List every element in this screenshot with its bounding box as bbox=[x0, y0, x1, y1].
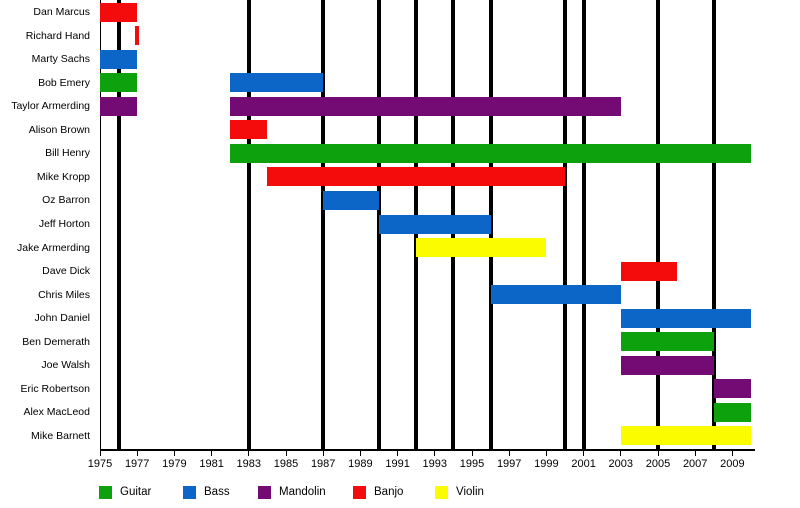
legend-label-violin: Violin bbox=[456, 486, 484, 498]
x-axis-tick-label: 1975 bbox=[87, 458, 113, 470]
x-axis-tick-label: 1979 bbox=[162, 458, 187, 470]
legend-swatch-guitar bbox=[99, 486, 112, 499]
timeline-bar-mandolin bbox=[100, 96, 138, 116]
legend-label-banjo: Banjo bbox=[374, 486, 404, 498]
member-name-label: Mike Barnett bbox=[31, 429, 90, 442]
x-axis-tick bbox=[657, 451, 659, 456]
member-name-label: Marty Sachs bbox=[31, 53, 90, 66]
timeline-bar-guitar bbox=[100, 73, 138, 93]
album-release-line bbox=[488, 0, 493, 449]
x-axis-tick-label: 1997 bbox=[496, 458, 522, 470]
member-name-label: Ben Demerath bbox=[22, 335, 90, 348]
album-release-line bbox=[246, 0, 251, 449]
x-axis-tick bbox=[211, 451, 213, 456]
member-name-label: Dave Dick bbox=[42, 265, 90, 278]
timeline-bar-bass bbox=[620, 308, 751, 328]
x-axis-tick bbox=[471, 451, 473, 456]
member-name-label: Taylor Armerding bbox=[11, 100, 90, 113]
x-axis-tick bbox=[583, 451, 585, 456]
timeline-bar-violin bbox=[620, 426, 751, 446]
x-axis-tick bbox=[248, 451, 250, 456]
member-name-label: Jake Armerding bbox=[17, 241, 90, 254]
member-name-label: Alex MacLeod bbox=[23, 406, 90, 419]
legend-swatch-bass bbox=[183, 486, 196, 499]
x-axis-tick bbox=[322, 451, 324, 456]
x-axis-tick bbox=[397, 451, 399, 456]
member-name-label: Dan Marcus bbox=[33, 6, 90, 18]
member-name-label: Eric Robertson bbox=[20, 382, 90, 395]
x-axis-tick bbox=[620, 451, 622, 456]
x-axis-tick-label: 2001 bbox=[571, 458, 596, 470]
timeline-bar-mandolin bbox=[230, 96, 621, 116]
plot-left-border bbox=[100, 0, 101, 449]
timeline-bar-banjo bbox=[230, 120, 268, 140]
album-release-line bbox=[563, 0, 567, 449]
x-axis-tick bbox=[173, 451, 175, 456]
member-name-label: Jeff Horton bbox=[38, 218, 90, 230]
x-axis-tick-label: 1991 bbox=[385, 458, 410, 470]
x-axis-tick bbox=[545, 451, 547, 456]
x-axis-tick-label: 1999 bbox=[534, 458, 559, 470]
timeline-bar-guitar bbox=[713, 402, 751, 422]
timeline-bar-bass bbox=[490, 285, 621, 305]
x-axis-tick bbox=[731, 451, 733, 456]
x-axis-line bbox=[100, 449, 755, 451]
x-axis-tick-label: 1987 bbox=[310, 458, 336, 470]
timeline-bar-bass bbox=[379, 214, 491, 234]
timeline-bar-violin bbox=[416, 238, 547, 257]
timeline-bar-banjo bbox=[267, 167, 565, 187]
member-name-label: Bill Henry bbox=[45, 147, 90, 160]
legend-swatch-mandolin bbox=[258, 486, 271, 499]
x-axis-tick-label: 1977 bbox=[124, 458, 150, 470]
timeline-bar-bass bbox=[230, 73, 324, 93]
x-axis-tick-label: 1981 bbox=[199, 458, 224, 470]
x-axis-tick-label: 2003 bbox=[608, 458, 634, 470]
album-release-line bbox=[321, 0, 326, 449]
legend-label-bass: Bass bbox=[204, 486, 230, 498]
x-axis-tick bbox=[285, 451, 287, 456]
x-axis-tick bbox=[434, 451, 436, 456]
member-name-label: John Daniel bbox=[34, 312, 90, 325]
x-axis-tick-label: 1993 bbox=[422, 458, 448, 470]
x-axis-tick-label: 1995 bbox=[459, 458, 485, 470]
x-axis-tick bbox=[359, 451, 361, 456]
legend-swatch-banjo bbox=[353, 486, 366, 499]
timeline-bar-mandolin bbox=[620, 355, 714, 375]
x-axis-tick bbox=[136, 451, 138, 456]
member-name-label: Joe Walsh bbox=[41, 359, 90, 372]
timeline-bar-banjo bbox=[135, 26, 139, 45]
album-release-line bbox=[581, 0, 586, 449]
member-name-label: Richard Hand bbox=[25, 29, 90, 42]
timeline-bar-mandolin bbox=[713, 379, 751, 399]
album-release-line bbox=[116, 0, 121, 449]
timeline-bar-bass bbox=[323, 190, 379, 210]
member-name-label: Alison Brown bbox=[28, 123, 90, 136]
x-axis-tick-label: 2005 bbox=[645, 458, 671, 470]
timeline-bar-guitar bbox=[620, 332, 714, 352]
member-name-label: Bob Emery bbox=[38, 76, 90, 89]
legend-label-mandolin: Mandolin bbox=[279, 486, 326, 498]
member-name-label: Mike Kropp bbox=[36, 170, 90, 183]
x-axis-tick bbox=[694, 451, 696, 456]
album-release-line bbox=[656, 0, 660, 449]
member-name-label: Chris Miles bbox=[38, 288, 90, 301]
timeline-bar-banjo bbox=[620, 261, 677, 281]
x-axis-tick-label: 2009 bbox=[720, 458, 745, 470]
legend-swatch-violin bbox=[435, 486, 448, 499]
x-axis-tick-label: 2007 bbox=[682, 458, 708, 470]
timeline-bar-banjo bbox=[100, 2, 138, 22]
x-axis-tick-label: 1985 bbox=[273, 458, 299, 470]
timeline-bar-guitar bbox=[230, 143, 751, 163]
timeline-bar-bass bbox=[100, 49, 138, 69]
x-axis-tick bbox=[508, 451, 510, 456]
album-release-line bbox=[711, 0, 716, 449]
legend-label-guitar: Guitar bbox=[120, 486, 152, 498]
x-axis-tick bbox=[99, 451, 101, 456]
member-name-label: Oz Barron bbox=[42, 194, 90, 207]
x-axis-tick-label: 1983 bbox=[236, 458, 262, 470]
x-axis-tick-label: 1989 bbox=[348, 458, 373, 470]
